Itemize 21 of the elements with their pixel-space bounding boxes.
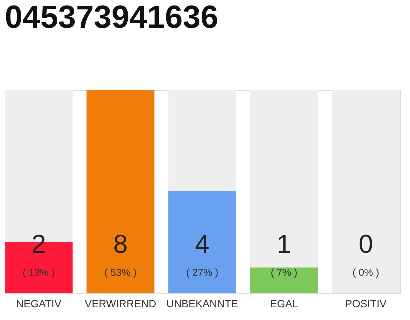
bar (168, 90, 236, 192)
chart-title: 045373941636 (5, 0, 219, 35)
text: 1 (277, 229, 292, 259)
annotation: ( 0% ) (352, 268, 380, 279)
annotation: ( 27% ) (186, 268, 219, 279)
text: 0 (358, 229, 374, 259)
text: 8 (113, 229, 128, 259)
bar (86, 90, 155, 293)
text: 4 (195, 229, 210, 259)
bar (332, 90, 400, 293)
annotation: ( 53% ) (104, 268, 137, 279)
x-tick-label: EGAL (270, 298, 298, 310)
annotation: ( 7% ) (270, 268, 298, 279)
annotation: ( 13% ) (22, 268, 56, 279)
bar (250, 268, 318, 293)
bar (168, 192, 236, 293)
x-tick-label: NEGATIV (16, 298, 62, 310)
x-tick-label: VERWIRREND (84, 298, 157, 310)
bar (250, 90, 318, 268)
x-tick-label: UNBEKANNTE (166, 298, 238, 310)
x-tick-label: POSITIV (345, 298, 387, 310)
